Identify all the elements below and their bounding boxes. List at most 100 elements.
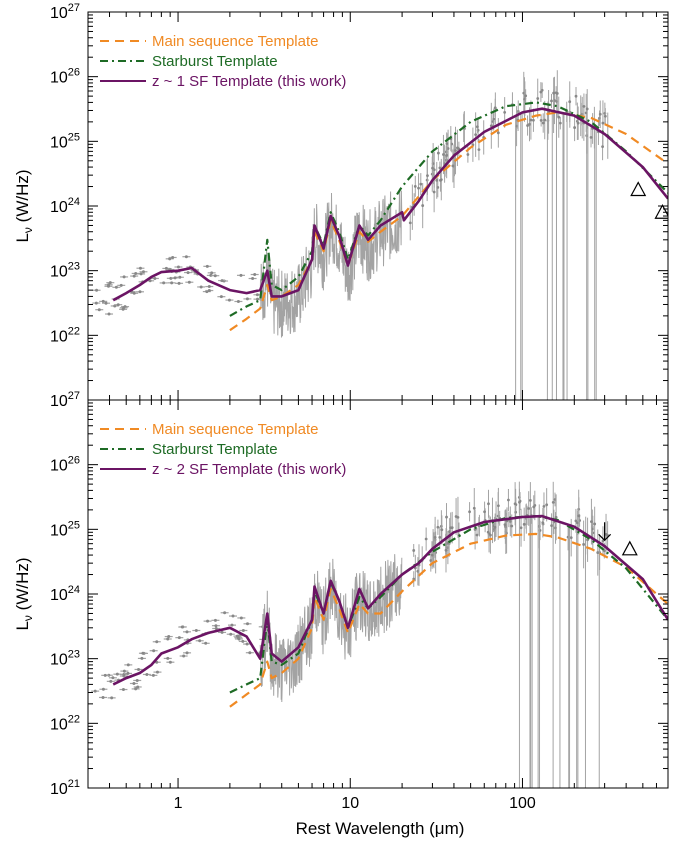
y-axis-label-text: Lν (W/Hz) bbox=[13, 169, 35, 242]
panel-top: 1022 1023 1024 1025 1026 1027 Main sequence Te… bbox=[50, 2, 669, 401]
observed-point bbox=[550, 513, 553, 539]
observed-point bbox=[493, 513, 497, 541]
observed-point bbox=[162, 266, 171, 270]
observed-point bbox=[174, 265, 183, 269]
observed-point bbox=[576, 106, 580, 140]
observed-point bbox=[123, 671, 132, 675]
observed-point bbox=[99, 299, 108, 303]
y-tick-label: 1027 bbox=[50, 390, 80, 410]
legend-label: Main sequence Template bbox=[152, 33, 319, 50]
observed-point bbox=[419, 173, 423, 196]
observed-point bbox=[532, 495, 536, 519]
observed-point bbox=[134, 667, 143, 671]
observed-point bbox=[532, 108, 535, 132]
y-tick-label: 1023 bbox=[50, 649, 80, 669]
observed-point bbox=[507, 488, 510, 511]
observed-point bbox=[91, 689, 100, 693]
observed-point bbox=[539, 114, 543, 127]
x-tick-label: 100 bbox=[509, 795, 536, 812]
observed-point bbox=[113, 672, 122, 676]
observed-point bbox=[413, 175, 417, 197]
observed-point bbox=[445, 133, 449, 154]
y-tick-label: 1023 bbox=[50, 261, 80, 281]
observed-point bbox=[601, 526, 605, 556]
observed-point bbox=[120, 275, 129, 279]
observed-point bbox=[412, 571, 416, 587]
observed-point bbox=[541, 113, 545, 133]
observed-point bbox=[139, 270, 148, 274]
observed-point bbox=[166, 660, 175, 664]
observed-point bbox=[171, 276, 180, 280]
observed-point bbox=[133, 685, 142, 689]
observed-point bbox=[137, 272, 146, 276]
x-tick-label: 1 bbox=[174, 795, 183, 812]
observed-point bbox=[163, 656, 172, 660]
y-tick-label: 1022 bbox=[50, 713, 80, 733]
y-tick-label: 1027 bbox=[50, 2, 80, 22]
upper-limit-marker bbox=[598, 522, 612, 542]
series-line bbox=[112, 514, 668, 686]
observed-point bbox=[227, 623, 236, 627]
observed-point bbox=[185, 280, 194, 284]
observed-point bbox=[159, 281, 168, 285]
observed-point bbox=[168, 255, 177, 259]
observed-point bbox=[528, 107, 531, 142]
observed-point bbox=[444, 528, 448, 573]
observed-point bbox=[218, 630, 227, 634]
observed-point bbox=[101, 673, 110, 677]
observed-point bbox=[130, 291, 139, 295]
observed-point bbox=[436, 519, 440, 535]
observed-point bbox=[445, 503, 448, 532]
legend-item: z ~ 1 SF Template (this work) bbox=[100, 73, 346, 90]
observed-point bbox=[503, 510, 507, 539]
observed-point bbox=[149, 673, 158, 677]
observed-point bbox=[99, 687, 108, 691]
observed-spectrum bbox=[259, 188, 403, 338]
observed-point bbox=[436, 145, 440, 161]
observed-point bbox=[105, 312, 114, 316]
series-line bbox=[112, 107, 668, 302]
observed-point bbox=[536, 78, 540, 119]
observed-point bbox=[508, 506, 512, 537]
legend-label: z ~ 2 SF Template (this work) bbox=[152, 461, 346, 478]
observed-point bbox=[137, 656, 146, 660]
legend-item: Main sequence Template bbox=[100, 421, 319, 438]
observed-point bbox=[175, 281, 184, 285]
observed-point bbox=[234, 299, 243, 303]
legend-label: Starburst Template bbox=[152, 53, 278, 70]
observed-point bbox=[234, 636, 243, 640]
observed-point bbox=[203, 264, 212, 268]
x-axis bbox=[87, 12, 669, 400]
y-tick-label: 1026 bbox=[50, 455, 80, 475]
observed-point bbox=[238, 639, 247, 643]
observed-point bbox=[175, 636, 184, 640]
observed-point bbox=[522, 507, 526, 542]
observed-point bbox=[182, 630, 191, 634]
legend: Main sequence Template Starburst Template… bbox=[100, 421, 346, 478]
observed-point bbox=[167, 281, 176, 285]
observed-point bbox=[493, 98, 497, 117]
observed-point bbox=[440, 515, 444, 545]
observed-point bbox=[248, 277, 257, 281]
observed-point bbox=[471, 127, 475, 162]
legend-item: Starburst Template bbox=[100, 53, 278, 70]
observed-point bbox=[554, 494, 558, 541]
observed-point bbox=[489, 102, 493, 149]
observed-point bbox=[212, 626, 221, 630]
observed-point bbox=[120, 669, 129, 673]
plot-frame bbox=[87, 11, 669, 401]
observed-point bbox=[431, 153, 434, 184]
observed-point bbox=[142, 672, 151, 676]
series-line bbox=[229, 532, 668, 708]
observed-point bbox=[203, 619, 212, 623]
panel-bottom: 1 10 100 1021 1022 1023 1024 1025 1026 1027 Main s… bbox=[50, 390, 669, 812]
observed-point bbox=[133, 678, 142, 682]
observed-point bbox=[163, 637, 172, 641]
observed-point bbox=[526, 115, 529, 136]
observed-point bbox=[558, 116, 562, 130]
observed-point bbox=[117, 283, 126, 287]
observed-point bbox=[601, 133, 604, 161]
observed-point bbox=[603, 108, 607, 125]
observed-point bbox=[545, 488, 549, 522]
observed-data bbox=[92, 70, 610, 400]
